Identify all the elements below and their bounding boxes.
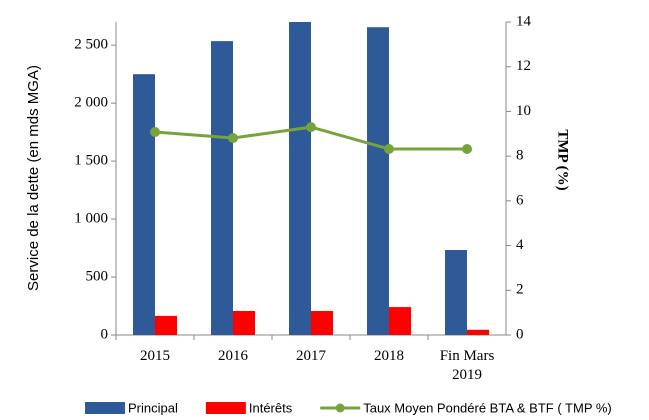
x-tick-label: 2015 (140, 348, 170, 364)
point (228, 133, 238, 144)
x-tick-label: 2017 (296, 348, 326, 364)
y-tick-label: 1 500 (74, 153, 108, 169)
bar (155, 315, 177, 335)
legend-swatch (85, 402, 125, 414)
y2-tick-label: 10 (516, 103, 531, 119)
point (306, 122, 316, 133)
point (462, 143, 472, 154)
bar (467, 329, 489, 335)
y2-axis-label: TMP (%) (555, 129, 571, 190)
bar (367, 27, 389, 335)
point (150, 126, 160, 137)
x-tick-label: 2016 (218, 348, 248, 364)
bar (445, 250, 467, 335)
legend-label: Principal (128, 400, 178, 415)
y2-tick-label: 2 (516, 282, 524, 298)
legend-label: Taux Moyen Pondéré BTA & BTF ( TMP %) (363, 400, 612, 415)
point (384, 143, 394, 154)
y-tick-label: 2 500 (74, 37, 108, 53)
y-axis-label: Service de la dette (en mds MGA) (25, 65, 42, 291)
y-tick-label: 500 (86, 268, 109, 284)
bar (211, 41, 233, 335)
x-tick-label: Fin Mars 2019 (439, 348, 495, 383)
y2-tick-label: 8 (516, 148, 524, 164)
bar (311, 311, 333, 335)
y-tick-label: 0 (101, 326, 109, 342)
legend-label: Intérêts (249, 400, 293, 415)
bar (133, 74, 155, 336)
x-tick-label: 2018 (374, 348, 404, 364)
legend-swatch (205, 402, 246, 414)
bar (233, 311, 255, 335)
bar (289, 22, 311, 335)
y2-tick-label: 12 (516, 58, 531, 74)
y2-tick-label: 4 (516, 237, 524, 253)
y2-tick-label: 0 (516, 326, 524, 342)
bar (389, 307, 411, 335)
y2-tick-label: 6 (516, 192, 524, 208)
y-tick-label: 2 000 (74, 95, 108, 111)
legend-swatch (335, 403, 345, 413)
y-tick-label: 1 000 (74, 211, 108, 227)
y2-tick-label: 14 (516, 13, 532, 29)
